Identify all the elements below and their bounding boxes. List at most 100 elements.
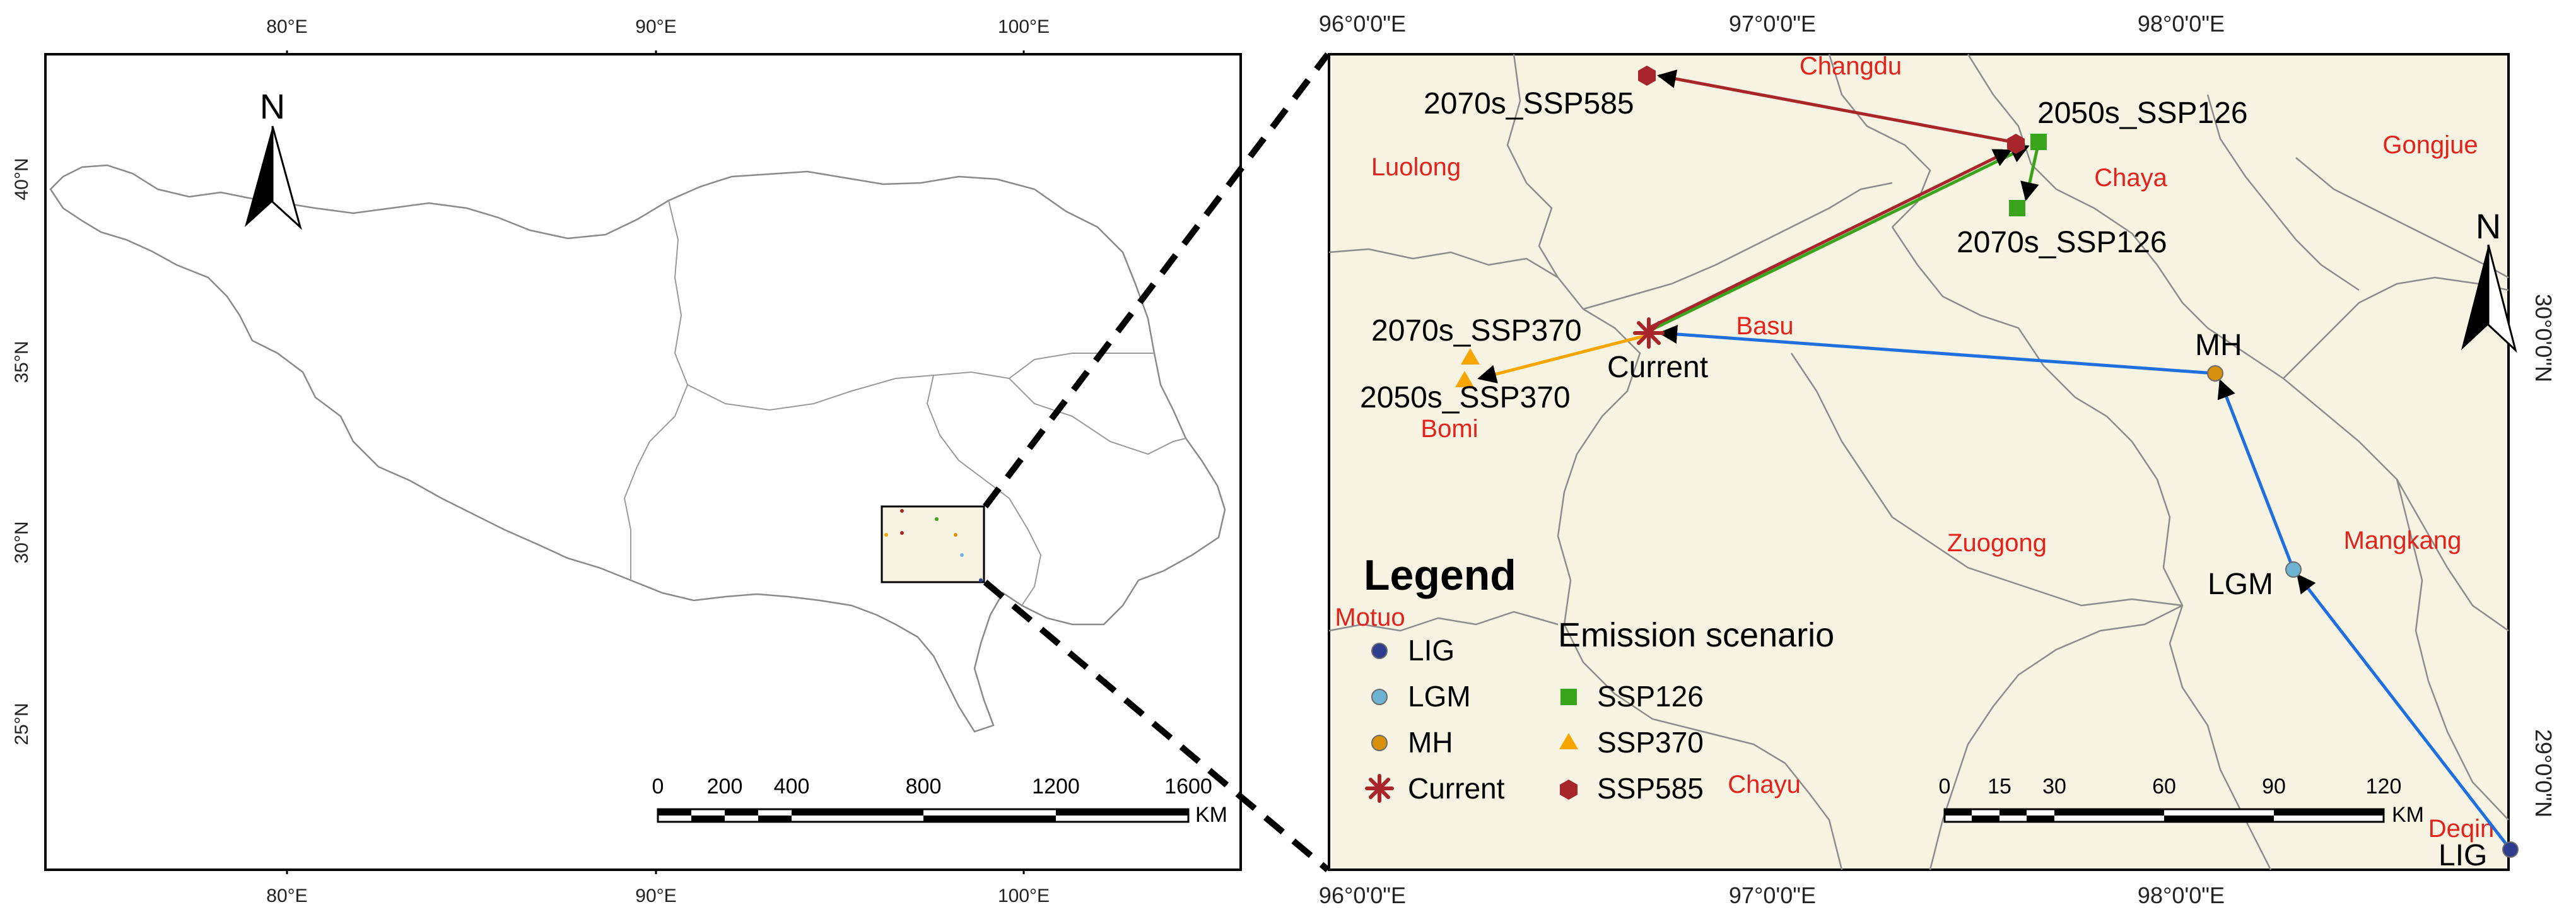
- legend-symbol-lig: [1371, 643, 1388, 659]
- label-2070-ssp126: 2070s_SSP126: [1957, 226, 2167, 259]
- point-2050-ssp370: [1455, 371, 1474, 387]
- legend-label-current: Current: [1408, 772, 1505, 805]
- path-lig-to-lgm: [2297, 573, 2512, 851]
- scale-unit: KM: [2392, 803, 2424, 827]
- label-2070-ssp370: 2070s_SSP370: [1371, 314, 1582, 348]
- place-name-chayu: Chayu: [1728, 771, 1801, 798]
- detail-right-tick-label: 29°0'0"N: [2531, 729, 2556, 817]
- north-label: N: [2476, 206, 2501, 246]
- legend-symbol-ssp126: [1560, 689, 1577, 705]
- point-labels: 2070s_SSP585 2050s_SSP126 2070s_SSP126 2…: [1360, 87, 2487, 872]
- overview-left-tick-label: 30°N: [11, 521, 32, 563]
- label-2050-ssp126: 2050s_SSP126: [2037, 96, 2248, 130]
- scale-unit: KM: [1195, 803, 1227, 827]
- detail-right-axis: 30°0'0"N 29°0'0"N: [2531, 294, 2556, 817]
- label-2050-ssp370: 2050s_SSP370: [1360, 381, 1571, 414]
- point-lig: [2502, 841, 2519, 858]
- north-label: N: [260, 86, 285, 126]
- label-2070-ssp585: 2070s_SSP585: [1424, 87, 1634, 120]
- scale-label: 30: [2042, 775, 2066, 798]
- point-lgm: [2285, 561, 2302, 578]
- legend-symbol-ssp370: [1559, 733, 1578, 749]
- point-2070-ssp370: [1461, 348, 1480, 365]
- detail-scale-bar: 0 15 30 60 90 120 KM: [1939, 775, 2424, 827]
- legend-title: Legend: [1364, 551, 1516, 599]
- point-2070-ssp126: [2009, 200, 2025, 216]
- legend-symbol-ssp585: [1560, 780, 1578, 800]
- label-lgm: LGM: [2208, 568, 2273, 601]
- label-mh: MH: [2195, 329, 2242, 362]
- path-2050-to-2070-ssp126: [2020, 142, 2040, 201]
- place-name-zuogong: Zuogong: [1947, 529, 2047, 557]
- overview-left-axis: 40°N 35°N 30°N 25°N: [11, 158, 32, 745]
- path-mh-to-current: [1658, 324, 2216, 375]
- overview-map-frame: [44, 53, 1242, 871]
- scale-label: 15: [1988, 775, 2011, 798]
- detail-bottom-tick-label: 96°0'0"E: [1319, 882, 1406, 908]
- legend-symbol-current: [1365, 774, 1394, 803]
- legend-label-lig: LIG: [1408, 634, 1455, 667]
- scale-label: 90: [2262, 775, 2286, 798]
- province-boundary: [1009, 378, 1186, 455]
- centroid-points: [1455, 66, 2519, 858]
- overview-bottom-axis: 80°E 90°E 100°E: [266, 870, 1050, 906]
- detail-map-frame: [1328, 53, 2510, 871]
- place-names: Changdu Luolong Chaya Gongjue Basu Bomi …: [1335, 52, 2494, 843]
- legend-symbol-mh: [1371, 735, 1388, 751]
- scale-label: 120: [2366, 775, 2402, 798]
- study-area-points: [884, 509, 983, 582]
- path-current-to-2050-ssp370: [1477, 334, 1647, 383]
- overview-top-tick-label: 100°E: [998, 16, 1050, 37]
- detail-bottom-tick-label: 97°0'0"E: [1729, 882, 1816, 908]
- legend-label-mh: MH: [1408, 726, 1453, 759]
- path-2050-to-2070-ssp585: [1657, 69, 2017, 144]
- place-name-basu: Basu: [1736, 312, 1793, 340]
- legend-label-ssp126: SSP126: [1597, 680, 1704, 713]
- overview-top-tick-label: 80°E: [266, 16, 307, 37]
- scale-label: 0: [1939, 775, 1951, 798]
- point-mh: [2207, 365, 2223, 382]
- overview-left-tick-label: 35°N: [11, 341, 32, 383]
- legend-subtitle: Emission scenario: [1558, 616, 1834, 654]
- detail-top-tick-label: 96°0'0"E: [1319, 11, 1406, 37]
- place-name-mangkang: Mangkang: [2344, 527, 2462, 554]
- overview-scale-bar: 0 200 400 800 1200 1600 KM: [652, 775, 1227, 827]
- study-area-box: [881, 505, 985, 583]
- overview-bottom-tick-label: 100°E: [998, 886, 1050, 906]
- detail-north-arrow: N: [2461, 206, 2517, 353]
- detail-top-tick-label: 98°0'0"E: [2138, 11, 2225, 37]
- overview-north-arrow: N: [245, 86, 302, 230]
- point-2050-ssp126: [2030, 134, 2047, 150]
- legend-symbol-lgm: [1371, 689, 1388, 705]
- plateau-outline: [49, 164, 1226, 733]
- overview-map: 80°E 90°E 100°E 80°E 90°E 100°E 40°N 35°…: [11, 16, 1242, 906]
- detail-top-axis: 96°0'0"E 97°0'0"E 98°0'0"E: [1319, 11, 2225, 37]
- label-current: Current: [1607, 351, 1708, 384]
- province-boundary: [668, 200, 1154, 411]
- detail-top-tick-label: 97°0'0"E: [1729, 11, 1816, 37]
- zoom-connector-lines: [983, 52, 1330, 872]
- overview-left-tick-label: 25°N: [11, 703, 32, 745]
- place-name-chaya: Chaya: [2094, 164, 2167, 192]
- scale-label: 1200: [1032, 775, 1080, 798]
- overview-bottom-tick-label: 90°E: [635, 886, 676, 906]
- legend-label-ssp370: SSP370: [1597, 726, 1704, 759]
- place-name-bomi: Bomi: [1420, 415, 1478, 443]
- scale-label: 0: [652, 775, 664, 798]
- point-2070-ssp585: [1638, 66, 1656, 86]
- place-name-gongjue: Gongjue: [2382, 131, 2478, 159]
- scale-label: 200: [707, 775, 743, 798]
- detail-bottom-tick-label: 98°0'0"E: [2138, 882, 2225, 908]
- county-boundaries: [1328, 54, 2509, 870]
- province-boundary: [623, 384, 688, 580]
- overview-bottom-tick-label: 80°E: [266, 886, 307, 906]
- legend-label-lgm: LGM: [1408, 680, 1471, 713]
- path-lgm-to-mh: [2217, 379, 2295, 570]
- place-name-deqin: Deqin: [2428, 815, 2495, 843]
- overview-top-axis: 80°E 90°E 100°E: [266, 16, 1050, 54]
- past-centroid-path: [1658, 324, 2512, 851]
- path-current-to-2050-ssp585: [1648, 148, 2013, 330]
- detail-right-tick-label: 30°0'0"N: [2531, 294, 2556, 382]
- path-current-to-2050-ssp126: [1651, 144, 2030, 331]
